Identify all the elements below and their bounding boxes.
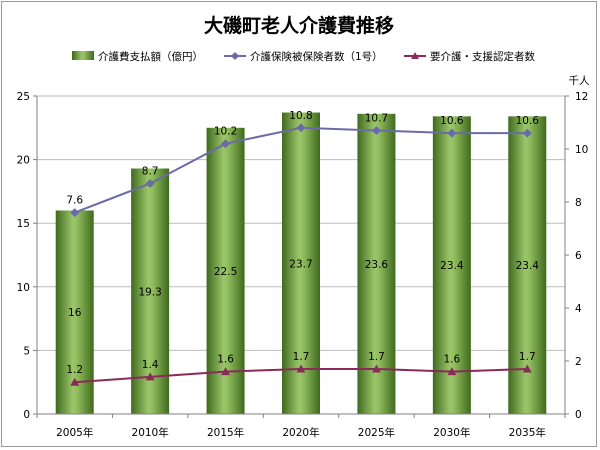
y-right-tick-label: 0 [575, 409, 582, 421]
triangle-marker [221, 367, 231, 376]
legend-bar-swatch [72, 51, 94, 60]
bar-data-label: 22.5 [214, 266, 237, 278]
x-tick-label: 2020年 [282, 426, 319, 439]
diamond-marker [522, 128, 532, 138]
line-data-label: 7.6 [66, 195, 83, 207]
bar-data-label: 23.6 [365, 259, 389, 271]
y-left-tick-label: 15 [17, 218, 30, 230]
line-data-label: 1.6 [444, 354, 461, 366]
legend-triangle-marker [411, 52, 419, 59]
x-tick-label: 2005年 [56, 426, 93, 439]
line-data-label: 10.2 [214, 126, 237, 138]
bar [206, 127, 245, 415]
x-axis: 2005年 2010年 2015年 2020年 2025年 2030年 2035年 [36, 413, 566, 439]
bar [282, 112, 320, 414]
bar-data-label: 23.7 [289, 258, 312, 270]
triangle-marker [522, 364, 532, 373]
y-right-tick-label: 10 [575, 144, 588, 156]
triangle-marker [145, 372, 155, 381]
line-data-label: 1.7 [368, 351, 385, 363]
y-right-tick-label: 8 [575, 197, 582, 209]
x-tick-label: 2035年 [509, 426, 546, 439]
y-axis-right-unit: 千人 [569, 75, 590, 87]
diamond-marker [145, 178, 155, 188]
line-data-label: 10.7 [365, 112, 388, 124]
line-data-label: 1.6 [217, 354, 234, 366]
triangle-marker [296, 364, 306, 373]
x-tick-label: 2030年 [433, 426, 470, 439]
triangle-marker [371, 364, 381, 373]
bar [508, 116, 547, 415]
y-left-tick-label: 25 [17, 91, 30, 103]
line-data-label: 10.6 [440, 115, 464, 127]
y-right-tick-label: 12 [575, 91, 588, 103]
diamond-marker [447, 128, 457, 138]
line-data-label: 10.6 [516, 115, 540, 127]
bar [432, 116, 471, 415]
legend-diamond-marker [231, 52, 239, 60]
diamond-marker [70, 208, 80, 218]
diamond-marker [371, 125, 381, 135]
y-left-tick-label: 20 [17, 155, 30, 167]
bar-data-label: 23.4 [516, 260, 540, 272]
line-data-label: 8.7 [142, 165, 159, 177]
diamond-marker [296, 123, 306, 133]
x-tick-label: 2015年 [207, 426, 244, 439]
line-data-label: 1.4 [142, 359, 159, 371]
triangle-marker [70, 377, 80, 386]
line-data-label: 1.7 [519, 351, 536, 363]
y-right-tick-label: 4 [575, 303, 582, 315]
y-left-tick-label: 5 [23, 345, 30, 357]
line-data-label: 10.8 [289, 110, 312, 122]
line-data-label: 1.2 [66, 364, 83, 376]
bar-data-label: 16 [68, 307, 82, 319]
y-axis-right: 0 2 4 6 8 10 12 [564, 91, 588, 421]
bar [357, 113, 396, 415]
y-right-tick-label: 6 [575, 250, 582, 262]
legend-label: 介護費支払額（億円） [98, 50, 203, 63]
y-left-tick-label: 0 [23, 409, 30, 421]
line-series: 7.6 8.7 10.2 10.8 10.7 10.6 10.6 1.2 1.4 1.6 1.7 1.… [66, 110, 539, 386]
bar-data-label: 19.3 [138, 286, 161, 298]
x-tick-label: 2025年 [358, 426, 395, 439]
triangle-marker [447, 367, 457, 376]
legend: 介護費支払額（億円） 介護保険被保険者数（1号） 要介護・支援認定者数 [72, 50, 535, 63]
y-axis-left: 0 5 10 15 20 25 [17, 91, 38, 421]
diamond-marker [221, 139, 231, 149]
bar-data-label: 23.4 [440, 260, 464, 272]
legend-label: 介護保険被保険者数（1号） [250, 50, 383, 63]
chart-title: 大磯町老人介護費推移 [204, 14, 394, 37]
y-right-tick-label: 2 [575, 356, 582, 368]
y-left-tick-label: 10 [17, 282, 30, 294]
x-tick-label: 2010年 [132, 426, 169, 439]
legend-label: 要介護・支援認定者数 [430, 50, 535, 63]
line-data-label: 1.7 [293, 351, 310, 363]
